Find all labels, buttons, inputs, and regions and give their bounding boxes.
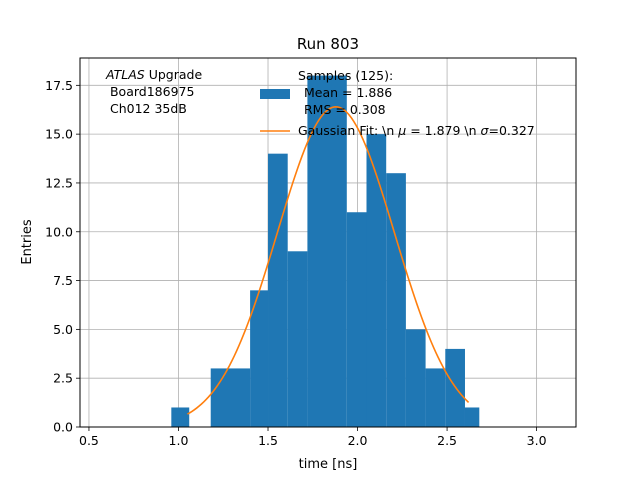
y-tick-label: 15.0 (45, 127, 73, 142)
histogram-bar (366, 134, 387, 427)
histogram-bar (287, 251, 308, 427)
gaussian-fit (187, 106, 470, 415)
histogram-bar (386, 173, 406, 427)
histogram-bar (268, 153, 288, 427)
histogram-bar (171, 407, 190, 427)
legend-fit-sigma: σ (481, 123, 490, 138)
legend: Samples (125): Mean = 1.886 RMS = 0.308 … (260, 68, 535, 138)
x-tick-label: 1.5 (258, 433, 278, 448)
histogram-bar (307, 75, 347, 428)
legend-fit-middle: = 1.879 \n (406, 123, 480, 138)
histogram-bar (405, 329, 426, 427)
legend-histogram-swatch (260, 89, 290, 99)
plot-frame (79, 57, 577, 428)
x-axis-ticks: 0.5 1.0 1.5 2.0 2.5 3.0 (79, 427, 547, 448)
legend-fit-mu: μ (397, 123, 406, 138)
y-tick-label: 17.5 (45, 78, 73, 93)
upgrade-label: Upgrade (145, 67, 203, 82)
y-tick-label: 10.0 (45, 224, 73, 239)
y-tick-label: 12.5 (45, 175, 73, 190)
chart-title: Run 803 (297, 35, 359, 53)
histogram-bar (425, 368, 446, 427)
y-tick-label: 5.0 (53, 322, 73, 337)
gaussian-fit-curve (187, 106, 470, 415)
legend-samples-line2: Mean = 1.886 (304, 85, 392, 100)
x-tick-label: 2.0 (348, 433, 368, 448)
legend-fit-suffix: =0.327 (488, 123, 534, 138)
y-tick-label: 0.0 (53, 420, 73, 435)
x-tick-label: 3.0 (527, 433, 547, 448)
x-tick-label: 2.5 (437, 433, 457, 448)
legend-samples-line3: RMS = 0.308 (304, 102, 386, 117)
y-tick-label: 2.5 (53, 371, 73, 386)
x-axis-label: time [ns] (299, 457, 358, 472)
legend-samples-line1: Samples (125): (298, 68, 393, 83)
channel-annotation: Ch012 35dB (106, 101, 187, 116)
atlas-label: ATLAS (105, 67, 145, 82)
x-tick-label: 0.5 (79, 433, 99, 448)
histogram-bar (250, 290, 269, 427)
atlas-annotation: ATLAS Upgrade (105, 67, 202, 82)
legend-fit-label: Gaussian Fit: \n μ = 1.879 \n σ=0.327 (298, 123, 535, 138)
histogram-bar (464, 407, 480, 427)
y-tick-label: 7.5 (53, 273, 73, 288)
legend-fit-prefix: Gaussian Fit: \n (298, 123, 398, 138)
board-annotation: Board186975 (106, 84, 194, 99)
histogram-bars (171, 75, 480, 428)
histogram-bar (210, 368, 251, 427)
histogram-bar (346, 212, 367, 427)
x-tick-label: 1.0 (169, 433, 189, 448)
y-axis-ticks: 0.0 2.5 5.0 7.5 10.0 12.5 15.0 17.5 (45, 78, 80, 435)
y-axis-label: Entries (20, 219, 35, 265)
